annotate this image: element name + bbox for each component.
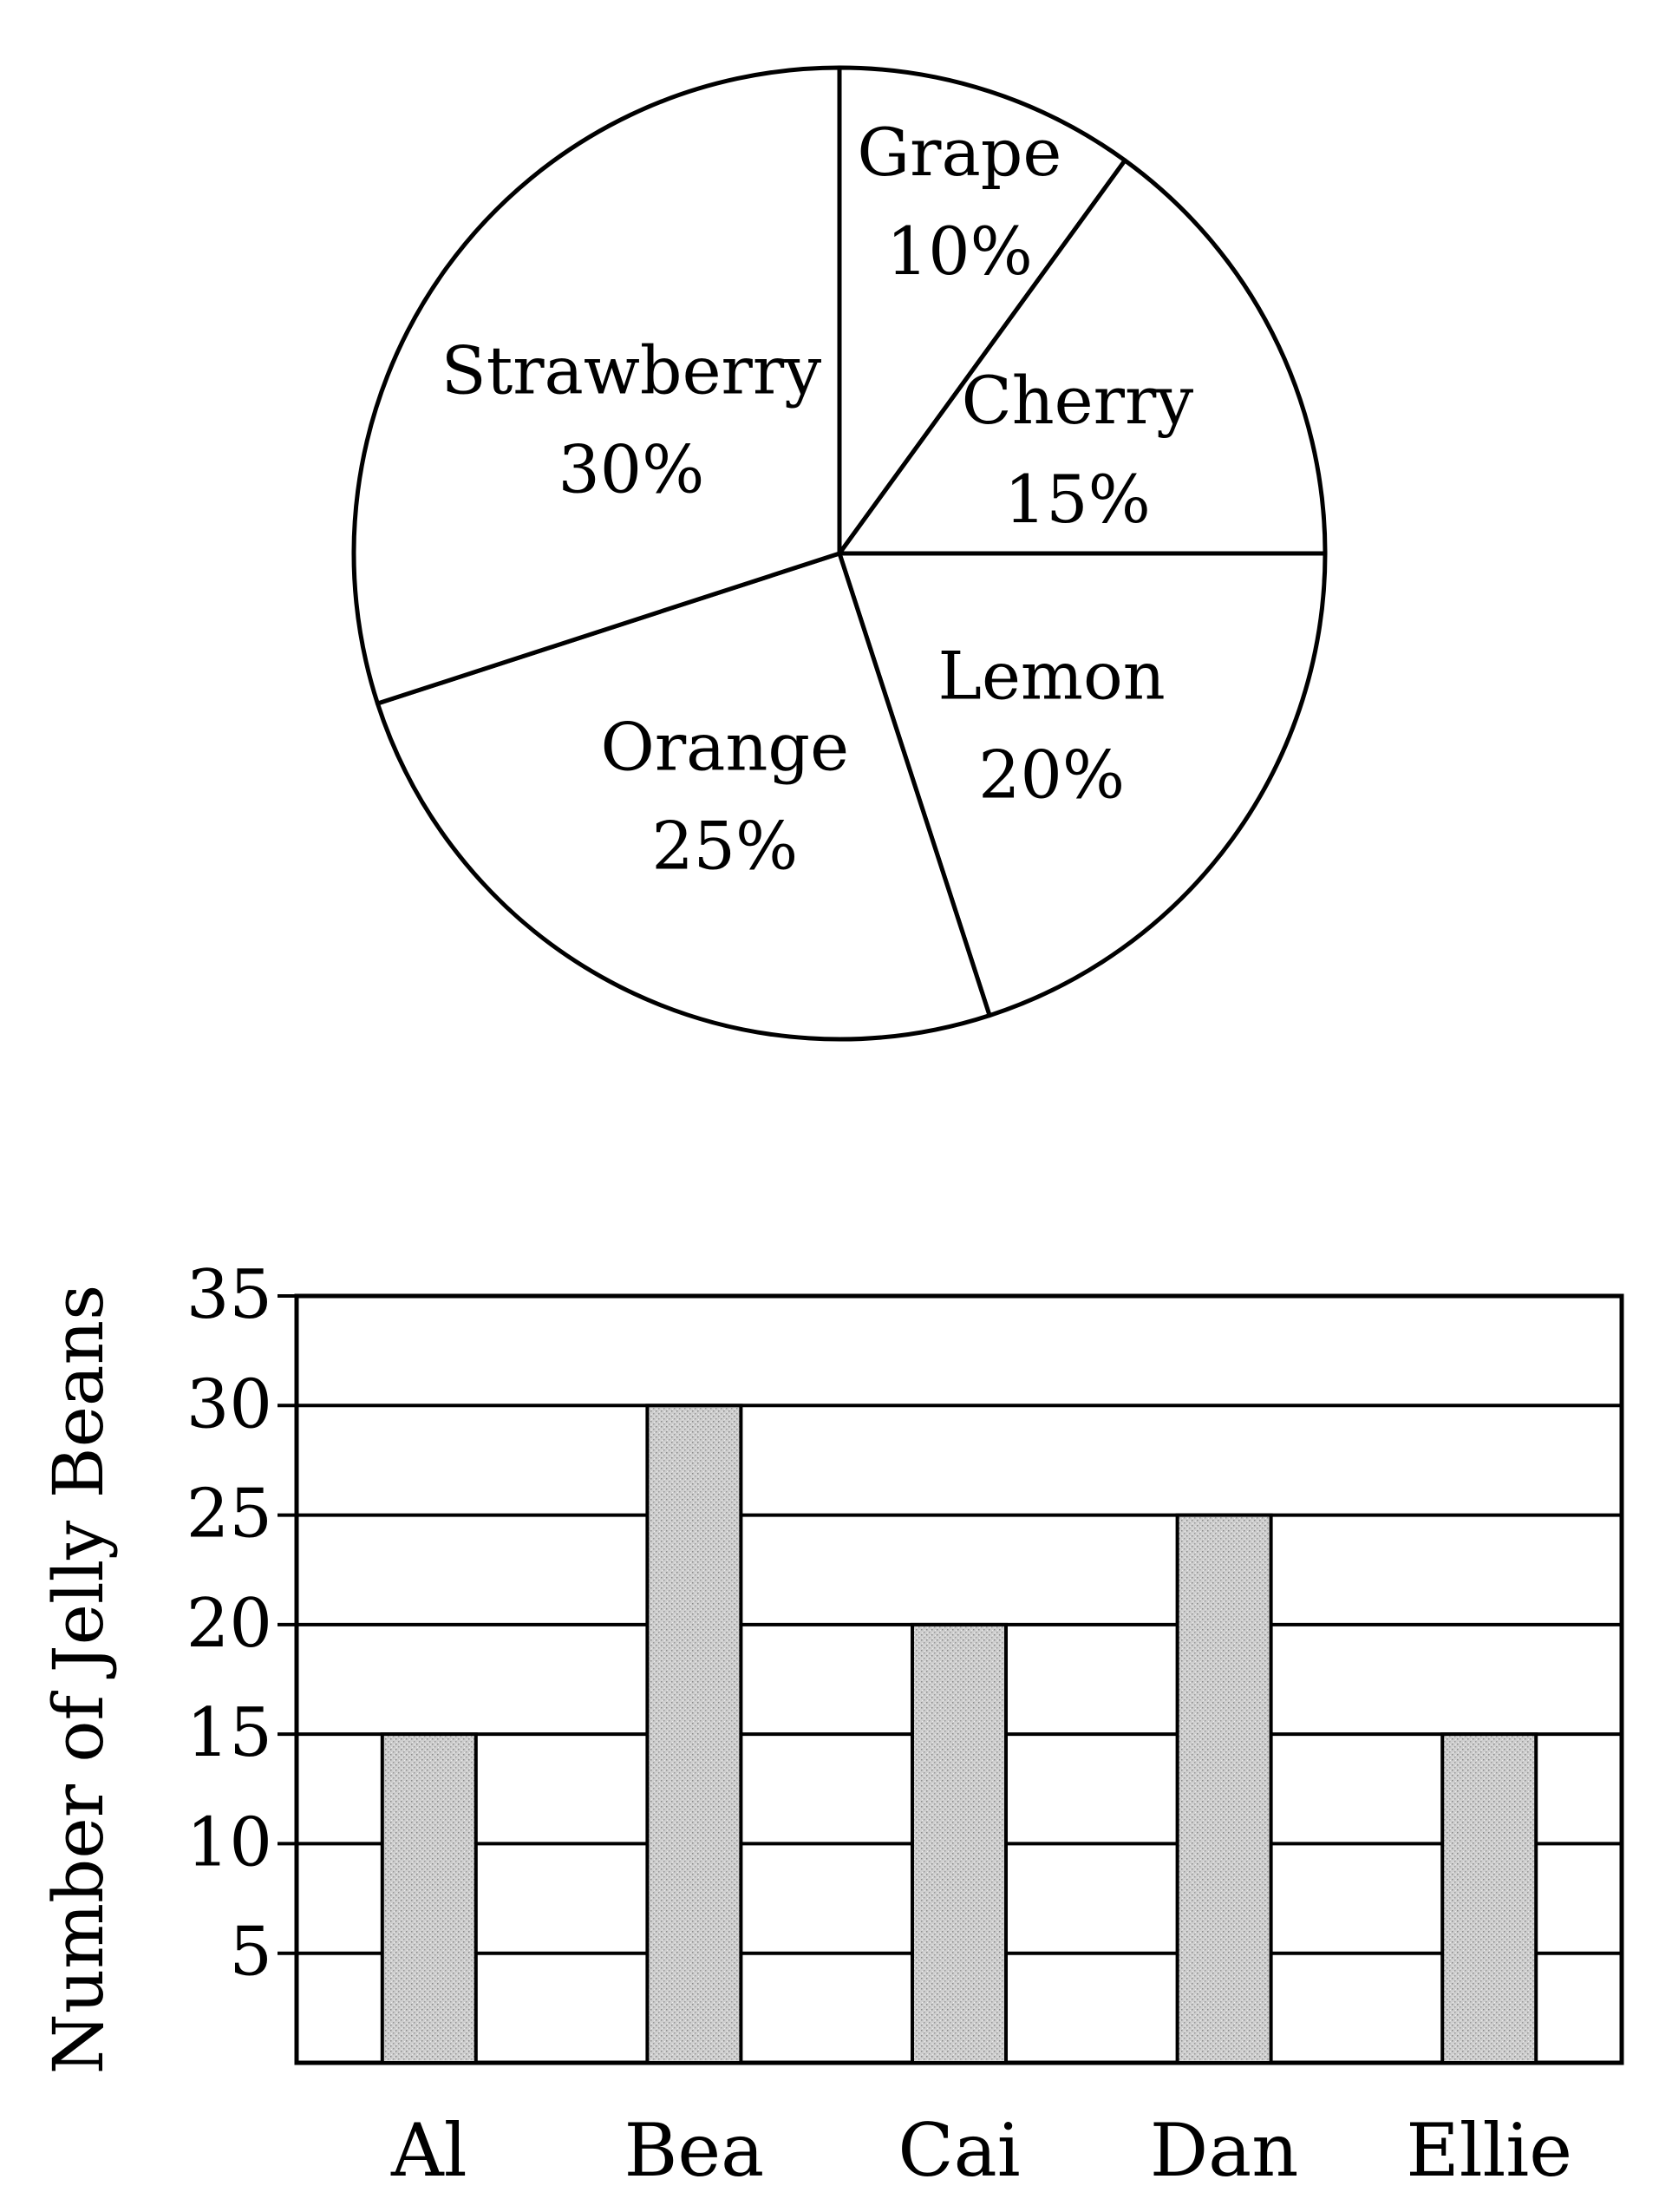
- bar-al: [380, 1732, 478, 2065]
- x-tick-label-bea: Bea: [624, 2108, 765, 2193]
- x-tick-label-cai: Cai: [898, 2108, 1020, 2193]
- bar-dan: [1175, 1513, 1273, 2065]
- x-tick-label-al: Al: [390, 2108, 467, 2193]
- pie-value-label-grape: 10%: [886, 213, 1033, 290]
- pie-value-label-orange: 25%: [651, 808, 798, 885]
- y-tick-label-20: 20: [186, 1585, 272, 1663]
- pie-value-label-strawberry: 30%: [558, 431, 704, 508]
- pie-value-label-cherry: 15%: [1004, 461, 1151, 538]
- pie-slice-cherry: [837, 158, 1328, 556]
- x-tick-label-dan: Dan: [1150, 2108, 1299, 2193]
- pie-value-label-lemon: 20%: [978, 736, 1125, 814]
- bar-chart: 5 10 15 20 25 30 35 Al Bea Cai Dan Ellie Number of J…: [38, 1256, 1624, 2193]
- y-tick-label-15: 15: [186, 1694, 272, 1772]
- pie-label-lemon: Lemon: [937, 638, 1165, 715]
- pie-label-strawberry: Strawberry: [441, 332, 822, 409]
- y-tick-label-35: 35: [186, 1256, 272, 1334]
- pie-slice-lemon: [837, 551, 1328, 1018]
- bar-bea: [645, 1404, 743, 2065]
- y-tick-label-5: 5: [229, 1914, 272, 1992]
- bar-ellie: [1440, 1732, 1538, 2065]
- y-tick-label-30: 30: [186, 1365, 272, 1443]
- pie-chart: Grape 10% Cherry 15% Lemon 20% Orange 25% Strawb…: [351, 65, 1328, 1042]
- y-axis-label: Number of Jelly Beans: [38, 1285, 119, 2074]
- pie-slice-grape: [837, 65, 1127, 556]
- pie-label-orange: Orange: [601, 709, 850, 786]
- pie-slice-strawberry: [351, 65, 842, 706]
- pie-slice-orange: [375, 551, 992, 1042]
- y-tick-label-10: 10: [186, 1803, 272, 1882]
- pie-label-grape: Grape: [857, 114, 1061, 191]
- y-tick-label-25: 25: [186, 1476, 272, 1554]
- x-tick-label-ellie: Ellie: [1406, 2108, 1572, 2193]
- pie-label-cherry: Cherry: [962, 362, 1194, 439]
- bar-cai: [911, 1622, 1008, 2065]
